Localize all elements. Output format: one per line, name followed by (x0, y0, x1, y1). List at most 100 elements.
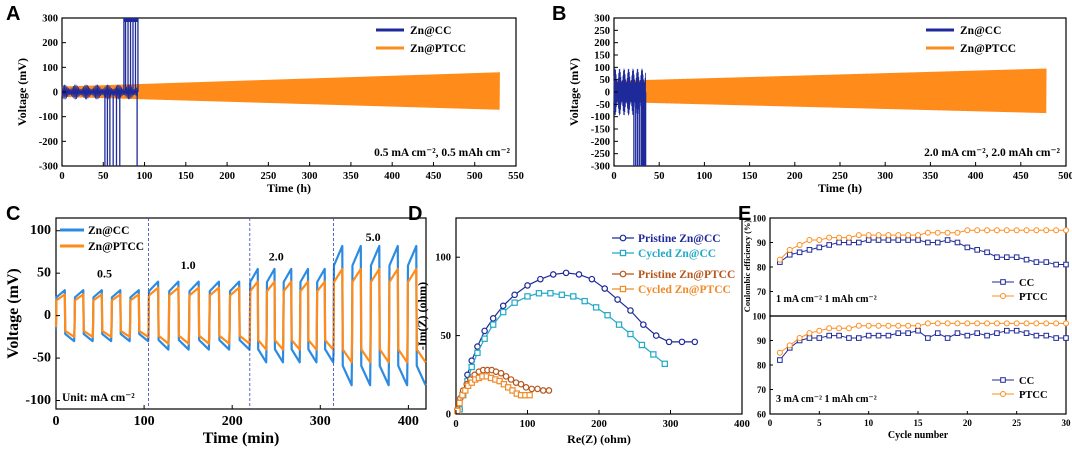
data-point (539, 387, 547, 394)
data-point (1063, 227, 1069, 234)
data-point (865, 232, 872, 239)
series-line-ptcc (779, 229, 1066, 261)
data-point (474, 349, 481, 357)
y-tick-label: 0 (53, 88, 58, 99)
chart-b: 0 50 100 150 200 250 300 350 400 450 500-300-250-2… (567, 14, 1072, 196)
legend-swatch-marker (619, 285, 627, 293)
x-tick-label: 200 (591, 419, 607, 430)
y-tick-label: 200 (594, 38, 610, 49)
data-point (489, 321, 497, 328)
x-tick-label: 30 (1062, 418, 1072, 428)
y-tick-label: 100 (594, 63, 610, 74)
data-point (846, 335, 852, 341)
chart-a: 0 50 100 150 200 250 300 350 400 450 500 550 -300 -20… (15, 14, 524, 196)
data-point (954, 330, 961, 336)
data-point (537, 275, 544, 283)
data-point (691, 338, 699, 346)
data-point (1033, 320, 1040, 327)
series-zn-cc-cap (123, 18, 138, 22)
data-point (535, 290, 543, 297)
legend-label-zn-cc: Zn@CC (410, 25, 451, 37)
data-point (499, 302, 507, 310)
panel-letter-c: C (6, 203, 20, 225)
y-tick-label: 100 (435, 253, 451, 264)
x-tick-label: 15 (914, 418, 924, 428)
panel-letter-a: A (6, 3, 20, 25)
data-point (650, 351, 657, 358)
x-tick-label: 100 (520, 419, 536, 430)
data-point (875, 237, 882, 243)
legend-label-cc: CC (1019, 376, 1034, 387)
chart-c: 0 100 200 300 400 -100 -50 0 50 100 Time (min) Volt… (5, 217, 427, 447)
legend-label-zn-ptcc: Zn@PTCC (88, 241, 144, 253)
data-point (517, 380, 525, 388)
x-tick-label: 400 (384, 171, 400, 182)
data-point (974, 247, 981, 253)
y-tick-label: 300 (594, 14, 610, 25)
data-point (915, 237, 921, 243)
x-tick-label: 450 (1013, 171, 1029, 182)
data-point (974, 227, 981, 234)
rate-label: 5.0 (366, 230, 381, 244)
y-axis-label: Voltage (mV) (15, 58, 29, 126)
y-tick-label: -200 (39, 137, 58, 148)
data-point (845, 325, 852, 332)
data-point (615, 321, 623, 328)
data-point (826, 234, 833, 241)
x-tick-label: 300 (302, 171, 318, 182)
data-point (944, 320, 951, 327)
data-point (575, 271, 583, 278)
y-tick-label: 50 (37, 266, 51, 281)
data-point (588, 275, 596, 283)
data-point (846, 239, 852, 246)
data-point (1033, 227, 1040, 234)
series-line-ptcc (779, 322, 1066, 354)
data-point (481, 327, 488, 335)
legend-label: Pristine Zn@PTCC (638, 269, 735, 281)
data-point (511, 291, 518, 299)
data-point (925, 239, 931, 246)
legend-swatch-cc-marker (1000, 279, 1006, 285)
data-point (1053, 320, 1060, 327)
series-zn-ptcc-line (613, 68, 1047, 114)
x-tick-label: 400 (968, 171, 984, 182)
x-tick-label: 5 (817, 418, 822, 428)
data-point (865, 332, 872, 339)
legend-label: Cycled Zn@PTCC (638, 284, 731, 296)
y-tick-label: -50 (32, 351, 51, 366)
data-point (984, 227, 991, 234)
x-tick-label: 300 (310, 414, 331, 429)
data-point (924, 320, 931, 327)
rate-label: 2.0 (269, 249, 284, 263)
data-point (934, 239, 941, 246)
legend-label-ptcc: PTCC (1019, 390, 1048, 401)
data-point (481, 335, 488, 342)
data-point (1043, 320, 1050, 327)
data-point (865, 237, 872, 243)
data-point (934, 229, 941, 236)
data-point (895, 322, 902, 329)
data-point (816, 237, 823, 244)
data-point (638, 341, 646, 349)
data-point (875, 332, 882, 339)
data-point (796, 249, 803, 256)
legend-label-zn-ptcc: Zn@PTCC (410, 43, 466, 55)
data-point (549, 271, 557, 278)
x-tick-label: 300 (877, 171, 893, 182)
x-tick-label: 400 (398, 414, 419, 429)
data-point (1003, 320, 1010, 327)
data-point (954, 239, 961, 246)
data-point (776, 349, 783, 356)
legend-label: Pristine Zn@CC (638, 233, 721, 245)
y-tick-label: -150 (591, 125, 610, 136)
data-point (1013, 227, 1020, 234)
data-point (816, 335, 823, 341)
data-point (905, 232, 912, 239)
y-tick-label: 100 (30, 223, 51, 238)
data-point (796, 241, 803, 248)
data-point (562, 269, 570, 277)
legend-label-ptcc: PTCC (1019, 292, 1048, 303)
x-axis-label: Time (h) (267, 181, 311, 195)
data-point (547, 290, 554, 297)
